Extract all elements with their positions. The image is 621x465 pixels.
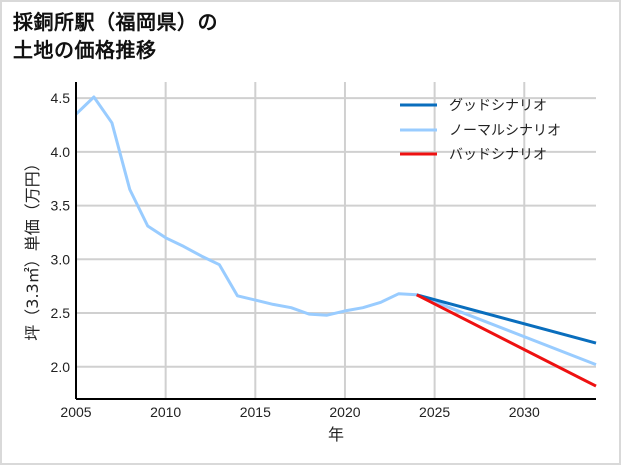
axes — [75, 82, 596, 400]
y-tick-label: 4.5 — [51, 90, 71, 106]
y-tick-label: 2.0 — [51, 359, 71, 375]
x-tick-label: 2030 — [509, 404, 540, 420]
chart-title: 採銅所駅（福岡県）の 土地の価格推移 — [13, 8, 218, 64]
y-tick-label: 3.5 — [51, 198, 71, 214]
legend-label-bad: バッドシナリオ — [449, 147, 547, 163]
chart-title-line2: 土地の価格推移 — [13, 38, 157, 62]
x-tick-label: 2005 — [60, 404, 91, 420]
y-tick-label: 3.0 — [51, 251, 71, 267]
series-line — [416, 293, 597, 345]
series-line — [74, 95, 597, 366]
legend: グッドシナリオ ノーマルシナリオ バッドシナリオ — [400, 98, 561, 163]
legend-label-normal: ノーマルシナリオ — [449, 123, 561, 139]
y-axis-label: 坪（3.3㎡）単価（万円） — [23, 155, 42, 340]
x-tick-label: 2015 — [240, 404, 271, 420]
x-tick-label: 2020 — [329, 404, 360, 420]
x-tick-label: 2025 — [419, 404, 450, 420]
grid-lines — [76, 82, 596, 399]
series-lines — [74, 95, 597, 388]
x-axis-label: 年 — [328, 425, 344, 444]
y-tick-label: 2.5 — [51, 305, 71, 321]
y-tick-label: 4.0 — [51, 144, 71, 160]
x-tick-label: 2010 — [150, 404, 181, 420]
chart-title-line1: 採銅所駅（福岡県）の — [13, 10, 218, 34]
series-line — [416, 293, 597, 388]
legend-label-good: グッドシナリオ — [449, 98, 547, 114]
tick-labels: 2005 2010 2015 2020 2025 2030 2.0 2.5 3.0 3.5 4.0 4… — [51, 90, 541, 420]
